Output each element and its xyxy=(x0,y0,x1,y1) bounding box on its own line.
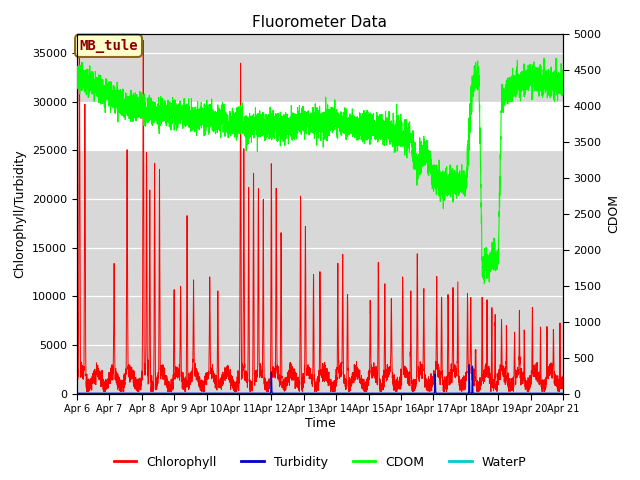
Legend: Chlorophyll, Turbidity, CDOM, WaterP: Chlorophyll, Turbidity, CDOM, WaterP xyxy=(109,451,531,474)
Title: Fluorometer Data: Fluorometer Data xyxy=(253,15,387,30)
Y-axis label: CDOM: CDOM xyxy=(607,194,620,233)
Text: MB_tule: MB_tule xyxy=(79,39,138,53)
Y-axis label: Chlorophyll/Turbidity: Chlorophyll/Turbidity xyxy=(13,149,26,278)
Bar xyxy=(77,102,563,150)
X-axis label: Time: Time xyxy=(305,417,335,430)
